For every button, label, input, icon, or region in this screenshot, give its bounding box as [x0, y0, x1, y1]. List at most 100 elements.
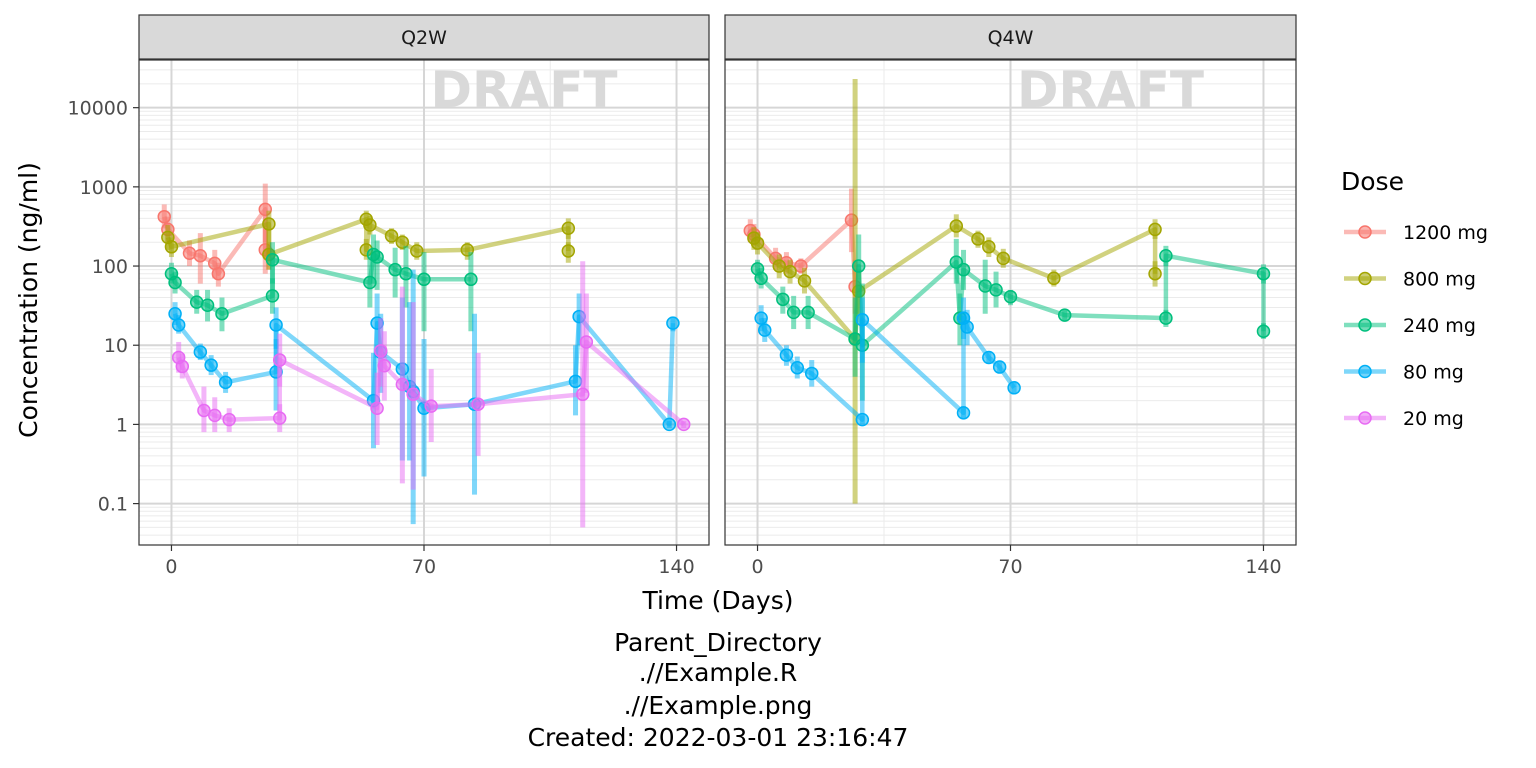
data-point: [182, 246, 197, 261]
data-point: [471, 397, 485, 411]
legend-label: 240 mg: [1403, 315, 1476, 337]
data-point: [222, 412, 236, 427]
data-point: [971, 232, 985, 246]
data-point: [171, 318, 186, 332]
legend-key-point: [1358, 411, 1372, 425]
panels: Q2W DRAFT 0 70 140 0.1 1 10 100 1000 10000 Q4W DRAFT…: [68, 14, 1297, 578]
data-point: [197, 403, 211, 418]
legend-item: 1200 mg: [1344, 222, 1488, 244]
data-point: [797, 274, 812, 288]
data-point: [417, 272, 431, 287]
series-80-mg: [754, 297, 1021, 427]
data-point: [175, 359, 190, 374]
y-tick-label: 1000: [80, 177, 128, 199]
y-tick-label: 10: [104, 335, 128, 357]
data-point: [579, 335, 594, 349]
data-point: [676, 417, 691, 432]
data-point: [168, 275, 182, 290]
data-point: [193, 248, 208, 263]
data-point: [1057, 308, 1072, 322]
legend-label: 20 mg: [1403, 408, 1464, 430]
x-axis-title: Time (Days): [641, 586, 793, 615]
legend-item: 800 mg: [1344, 269, 1476, 291]
panel-Q2W: Q2W DRAFT 0 70 140 0.1 1 10 100 1000 10000: [68, 14, 710, 578]
y-tick-label: 10000: [68, 98, 128, 120]
data-point: [168, 306, 182, 321]
data-point: [758, 323, 772, 337]
data-point: [982, 350, 996, 365]
data-point: [1159, 248, 1173, 263]
legend-key-point: [1358, 271, 1372, 286]
facet-strip: [724, 14, 1297, 60]
data-point: [200, 298, 215, 312]
data-point: [363, 275, 377, 290]
data-point: [157, 209, 172, 224]
caption-line-2: .//Example.R: [639, 658, 798, 687]
x-tick-label: 0: [165, 556, 177, 578]
data-point: [790, 360, 805, 375]
data-point: [269, 318, 283, 332]
data-point: [996, 251, 1011, 266]
data-point: [377, 359, 392, 373]
data-point: [406, 387, 420, 402]
data-point: [956, 262, 971, 277]
data-point: [370, 250, 384, 264]
data-point: [779, 348, 794, 362]
draft-watermark: DRAFT: [431, 61, 618, 119]
data-point: [272, 411, 287, 425]
y-axis-title: Concentration (ng/ml): [14, 162, 43, 438]
legend-label: 800 mg: [1403, 269, 1476, 291]
data-point: [989, 283, 1003, 297]
data-point: [772, 259, 786, 273]
data-point: [855, 312, 870, 327]
data-point: [1256, 324, 1271, 339]
data-point: [218, 375, 233, 390]
series-20-mg: [171, 261, 691, 528]
data-point: [1007, 381, 1021, 395]
series-240-mg: [164, 234, 478, 332]
data-point: [399, 266, 413, 281]
x-tick-label: 140: [1245, 556, 1281, 578]
data-point: [1148, 222, 1162, 237]
data-point: [804, 366, 819, 381]
data-point: [960, 320, 974, 334]
data-point: [1256, 266, 1271, 281]
data-point: [776, 292, 790, 307]
data-point: [424, 399, 438, 413]
data-point: [272, 353, 287, 367]
legend-key-point: [1358, 364, 1372, 379]
legend-key-point: [1358, 318, 1372, 332]
data-point: [754, 271, 768, 286]
data-point: [982, 240, 996, 254]
legend-label: 80 mg: [1403, 362, 1464, 384]
data-point: [662, 417, 677, 432]
caption-line-4: Created: 2022-03-01 23:16:47: [528, 723, 909, 752]
data-point: [384, 229, 399, 243]
draft-watermark: DRAFT: [1017, 61, 1204, 119]
caption-line-1: Parent_Directory: [614, 628, 822, 657]
data-point: [193, 345, 208, 359]
legend-title: Dose: [1341, 167, 1404, 196]
data-point: [464, 272, 478, 287]
data-point: [410, 244, 424, 258]
legend-item: 20 mg: [1344, 408, 1464, 430]
legend-label: 1200 mg: [1403, 222, 1488, 244]
data-point: [561, 221, 576, 236]
data-point: [262, 217, 276, 231]
data-point: [956, 406, 971, 420]
facet-strip: [138, 14, 710, 60]
legend: Dose 1200 mg 800 mg 240 mg 80 mg 20 mg: [1341, 167, 1488, 430]
data-point: [211, 266, 226, 281]
legend-item: 80 mg: [1344, 362, 1464, 384]
panel-Q4W: Q4W DRAFT 0 70 140: [724, 14, 1297, 578]
data-point: [204, 358, 218, 372]
series-800-mg: [161, 210, 576, 270]
data-point: [1003, 289, 1018, 304]
y-tick-label: 1: [116, 414, 128, 436]
data-point: [395, 235, 410, 249]
x-tick-label: 0: [751, 556, 763, 578]
legend-key-point: [1358, 225, 1372, 239]
x-tick-label: 140: [658, 556, 694, 578]
data-point: [855, 412, 870, 427]
